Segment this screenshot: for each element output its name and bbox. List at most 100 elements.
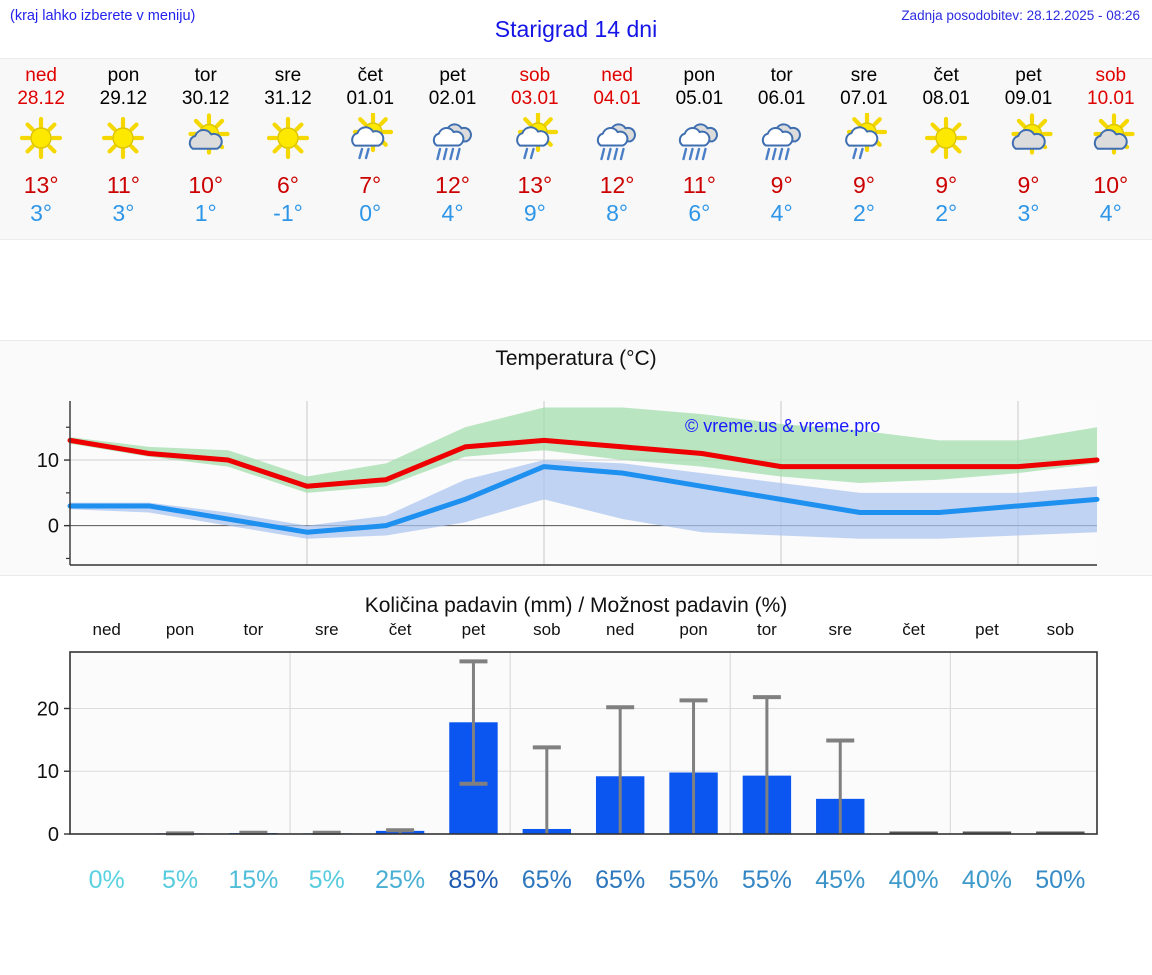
day-name: čet	[357, 65, 383, 86]
day-card[interactable]: pet 09.01 9° 3°	[987, 59, 1069, 239]
cloud-rain-icon	[671, 113, 727, 165]
location-menu-note[interactable]: (kraj lahko izberete v meniju)	[10, 8, 196, 24]
precipitation-bar	[962, 831, 1012, 834]
day-date: 06.01	[757, 88, 806, 109]
day-max-temperature: 12°	[599, 172, 635, 198]
day-min-temperature: 4°	[770, 200, 793, 226]
temperature-chart-title: Temperatura (°C)	[495, 347, 657, 370]
day-name: sre	[274, 65, 302, 86]
day-card[interactable]: čet 01.01 7° 0°	[329, 59, 411, 239]
precipitation-probability: 40%	[961, 865, 1012, 894]
day-name: pon	[683, 65, 716, 86]
day-date: 03.01	[511, 88, 559, 109]
day-date: 04.01	[593, 88, 641, 109]
day-card[interactable]: tor 30.12 10° 1°	[165, 59, 247, 239]
day-max-temperature: 10°	[1093, 172, 1129, 198]
temperature-chart-section: Temperatura (°C) 0 10 © vreme.us & vreme.p…	[0, 340, 1152, 576]
precipitation-day-label: sre	[314, 620, 339, 639]
day-max-temperature: 12°	[435, 172, 470, 198]
day-min-temperature: 3°	[30, 200, 53, 226]
sun-cloud-icon	[178, 113, 234, 165]
precipitation-day-label: ned	[92, 620, 121, 639]
day-name: sob	[519, 65, 551, 86]
day-date: 01.01	[346, 88, 395, 109]
day-date: 29.12	[99, 88, 148, 109]
precipitation-day-labels: ned pon tor sre čet pet sob ned pon tor sre čet pet s…	[0, 620, 1152, 644]
precipitation-probability: 0%	[88, 865, 125, 894]
day-date: 05.01	[675, 88, 724, 109]
day-card[interactable]: ned 04.01 12° 8°	[576, 59, 658, 239]
precipitation-probability: 15%	[228, 865, 279, 894]
day-card[interactable]: ned 28.12 13° 3°	[0, 59, 82, 239]
day-name: pet	[439, 65, 466, 86]
precipitation-probability: 65%	[595, 865, 646, 894]
day-card[interactable]: tor 06.01 9° 4°	[741, 59, 823, 239]
temperature-plot: 0 10 © vreme.us & vreme.pro	[0, 375, 1152, 575]
day-min-temperature: 1°	[194, 200, 217, 226]
sun-icon	[918, 113, 974, 165]
sun-cloud-icon	[1001, 113, 1057, 165]
precipitation-probability: 25%	[375, 865, 426, 894]
day-max-temperature: 9°	[935, 172, 958, 198]
precipitation-day-label: ned	[606, 620, 635, 639]
day-name: sre	[850, 65, 878, 86]
cloud-rain-icon	[425, 113, 481, 165]
day-min-temperature: 0°	[359, 200, 382, 226]
day-name: tor	[770, 65, 793, 86]
precipitation-day-label: pet	[975, 620, 999, 639]
day-card[interactable]: sob 10.01 10° 4°	[1070, 59, 1152, 239]
precipitation-probability: 55%	[741, 865, 792, 894]
page-header: (kraj lahko izberete v meniju) Starigrad…	[0, 0, 1152, 58]
precipitation-day-label: pon	[679, 620, 708, 639]
precipitation-probability: 55%	[668, 865, 719, 894]
day-min-temperature: 6°	[688, 200, 711, 226]
day-max-temperature: 10°	[188, 172, 224, 198]
precipitation-day-label: čet	[388, 620, 412, 639]
svg-text:10: 10	[37, 450, 59, 472]
precipitation-day-label: sob	[533, 620, 561, 639]
day-card[interactable]: sre 31.12 6° -1°	[247, 59, 329, 239]
precipitation-probability: 85%	[448, 865, 499, 894]
day-date: 07.01	[840, 88, 888, 109]
day-max-temperature: 7°	[359, 172, 382, 198]
sun-icon	[95, 113, 151, 165]
day-max-temperature: 9°	[1017, 172, 1040, 198]
precipitation-bar	[889, 831, 938, 834]
day-name: pon	[107, 65, 140, 86]
day-min-temperature: 3°	[112, 200, 135, 226]
precipitation-day-label: tor	[243, 620, 264, 639]
day-card[interactable]: sob 03.01 13° 9°	[494, 59, 576, 239]
day-min-temperature: 2°	[852, 200, 875, 226]
day-name: pet	[1015, 65, 1042, 86]
precipitation-chart-section: Količina padavin (mm) / Možnost padavin …	[0, 592, 1152, 901]
precipitation-day-label: pet	[461, 620, 486, 639]
day-card[interactable]: pon 05.01 11° 6°	[658, 59, 740, 239]
day-min-temperature: 4°	[1099, 200, 1122, 226]
precipitation-probability: 5%	[161, 865, 199, 894]
day-max-temperature: 11°	[106, 172, 140, 198]
day-name: tor	[194, 65, 217, 86]
precipitation-probability-row: 0% 5% 15% 5% 25% 85% 65% 65% 55% 55% 45% 40% 40% 50%	[0, 859, 1152, 901]
day-date: 08.01	[922, 88, 970, 109]
svg-text:10: 10	[37, 761, 59, 783]
precipitation-probability: 50%	[1035, 865, 1086, 894]
day-name: ned	[25, 65, 57, 86]
svg-text:0: 0	[48, 516, 59, 538]
day-card[interactable]: sre 07.01 9° 2°	[823, 59, 905, 239]
day-card[interactable]: pon 29.12 11° 3°	[82, 59, 164, 239]
sun-cloud-rain-icon	[342, 113, 398, 165]
day-card[interactable]: pet 02.01 12° 4°	[411, 59, 493, 239]
precipitation-probability: 65%	[521, 865, 572, 894]
day-date: 09.01	[1004, 88, 1053, 109]
precipitation-day-label: pon	[165, 620, 195, 639]
day-max-temperature: 9°	[852, 172, 875, 198]
precipitation-day-label: tor	[756, 620, 777, 639]
daily-forecast-strip: ned 28.12 13° 3° pon 29.12 11° 3° tor 30.12 10° 1° s…	[0, 58, 1152, 240]
chart-watermark: © vreme.us & vreme.pro	[685, 416, 880, 436]
precipitation-bar	[1036, 831, 1085, 834]
day-card[interactable]: čet 08.01 9° 2°	[905, 59, 987, 239]
day-min-temperature: -1°	[273, 200, 303, 226]
sun-cloud-icon	[1083, 113, 1139, 165]
cloud-rain-icon	[754, 113, 810, 165]
